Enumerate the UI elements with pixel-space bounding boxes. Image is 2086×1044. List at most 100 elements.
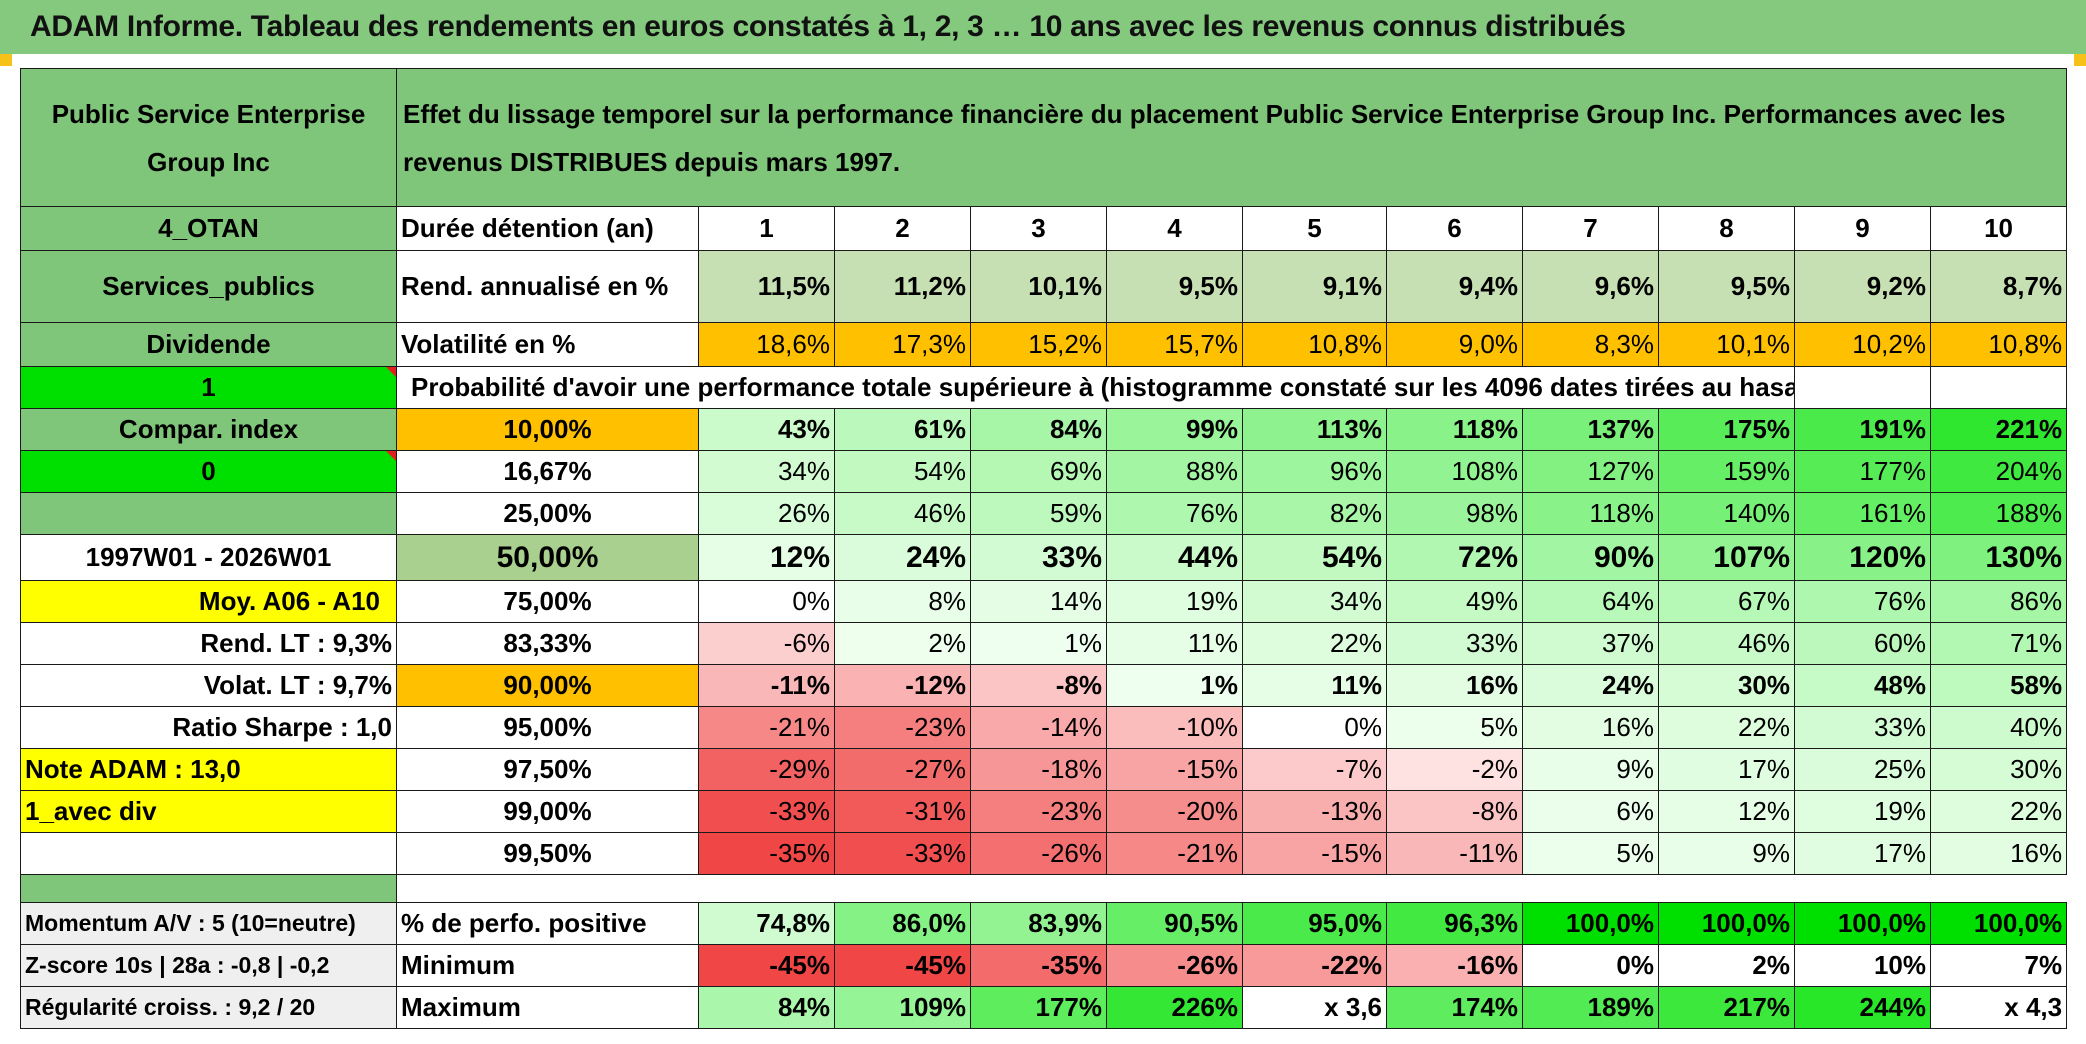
duration-header: 4 [1106, 206, 1243, 251]
quantile-value: 12% [1658, 790, 1795, 833]
quantile-value: -33% [834, 832, 971, 875]
table-subtitle: Effet du lissage temporel sur la perform… [395, 68, 2068, 207]
vol-value: 9,0% [1386, 322, 1523, 367]
left-sharpe: Ratio Sharpe : 1,0 [20, 706, 397, 749]
duration-header: 3 [970, 206, 1107, 251]
vol-value: 8,3% [1522, 322, 1659, 367]
quantile-value: 177% [1794, 450, 1931, 493]
left-avec-div: 1_avec div [20, 790, 397, 833]
max-value: 84% [698, 986, 835, 1029]
vol-value: 10,8% [1929, 322, 2068, 367]
proba-label: Probabilité d'avoir une performance tota… [396, 366, 1795, 409]
quantile-value: -26% [970, 832, 1107, 875]
left-zscore: Z-score 10s | 28a : -0,8 | -0,2 [20, 944, 397, 987]
rend-value: 9,5% [1658, 250, 1795, 323]
max-value: 174% [1386, 986, 1523, 1029]
quantile-value: 16% [1522, 706, 1659, 749]
spacer [396, 874, 2067, 903]
max-value: 226% [1106, 986, 1243, 1029]
quantile-value: 54% [834, 450, 971, 493]
quantile-value: 82% [1242, 492, 1387, 535]
quantile-value: -21% [698, 706, 835, 749]
rend-value: 9,4% [1386, 250, 1523, 323]
quantile-value: 17% [1794, 832, 1931, 875]
rend-value: 11,5% [698, 250, 835, 323]
quantile-value: 9% [1522, 748, 1659, 791]
quantile-value: 34% [698, 450, 835, 493]
quantile-value: 34% [1242, 580, 1387, 623]
quantile-value: 8% [834, 580, 971, 623]
quantile-value: -7% [1242, 748, 1387, 791]
quantile-value: -11% [1386, 832, 1523, 875]
quantile-value: 90% [1522, 534, 1659, 581]
min-value: 10% [1794, 944, 1931, 987]
min-value: -16% [1386, 944, 1523, 987]
max-value: 109% [834, 986, 971, 1029]
quantile-value: 88% [1106, 450, 1243, 493]
quantile-value: -14% [970, 706, 1107, 749]
code-label: 4_OTAN [20, 206, 397, 251]
pos-value: 100,0% [1522, 902, 1659, 945]
quantile-value: -8% [1386, 790, 1523, 833]
quantile-value: 33% [1386, 622, 1523, 665]
pos-value: 100,0% [1658, 902, 1795, 945]
quantile-threshold: 83,33% [396, 622, 699, 665]
pos-value: 100,0% [1929, 902, 2068, 945]
max-value: x 3,6 [1242, 986, 1387, 1029]
selector-one[interactable]: 1 [20, 366, 397, 409]
quantile-value: -15% [1242, 832, 1387, 875]
quantile-value: 113% [1242, 408, 1387, 451]
corner-marker-right [2074, 54, 2086, 66]
quantile-value: 137% [1522, 408, 1659, 451]
max-value: x 4,3 [1929, 986, 2068, 1029]
quantile-value: -20% [1106, 790, 1243, 833]
vol-value: 18,6% [698, 322, 835, 367]
quantile-value: 54% [1242, 534, 1387, 581]
vol-value: 17,3% [834, 322, 971, 367]
company-name: Public Service Enterprise Group Inc [20, 68, 397, 207]
duration-label: Durée détention (an) [396, 206, 699, 251]
quantile-value: 22% [1929, 790, 2068, 833]
quantile-value: -11% [698, 664, 835, 707]
quantile-threshold: 75,00% [396, 580, 699, 623]
min-value: -22% [1242, 944, 1387, 987]
quantile-value: 24% [834, 534, 971, 581]
quantile-value: 9% [1658, 832, 1795, 875]
quantile-value: 204% [1929, 450, 2068, 493]
rend-value: 9,1% [1242, 250, 1387, 323]
quantile-value: -35% [698, 832, 835, 875]
max-value: 189% [1522, 986, 1659, 1029]
duration-header: 2 [834, 206, 971, 251]
vol-value: 15,2% [970, 322, 1107, 367]
left-note: Note ADAM : 13,0 [20, 748, 397, 791]
quantile-value: 161% [1794, 492, 1931, 535]
vol-label: Volatilité en % [396, 322, 699, 367]
quantile-value: -13% [1242, 790, 1387, 833]
quantile-value: 11% [1106, 622, 1243, 665]
quantile-value: 72% [1386, 534, 1523, 581]
quantile-value: 69% [970, 450, 1107, 493]
left-volat-lt: Volat. LT : 9,7% [20, 664, 397, 707]
min-value: -35% [970, 944, 1107, 987]
quantile-value: 48% [1794, 664, 1931, 707]
rend-value: 8,7% [1929, 250, 2068, 323]
pos-value: 100,0% [1794, 902, 1931, 945]
quantile-value: 6% [1522, 790, 1659, 833]
quantile-value: 120% [1794, 534, 1931, 581]
left-momentum: Momentum A/V : 5 (10=neutre) [20, 902, 397, 945]
quantile-value: 175% [1658, 408, 1795, 451]
quantile-value: -27% [834, 748, 971, 791]
quantile-value: 5% [1522, 832, 1659, 875]
quantile-value: 84% [970, 408, 1107, 451]
quantile-value: 5% [1386, 706, 1523, 749]
quantile-value: 127% [1522, 450, 1659, 493]
dividend-label: Dividende [20, 322, 397, 367]
left-rend-lt: Rend. LT : 9,3% [20, 622, 397, 665]
quantile-threshold: 97,50% [396, 748, 699, 791]
quantile-threshold: 16,67% [396, 450, 699, 493]
min-value: -26% [1106, 944, 1243, 987]
quantile-value: -18% [970, 748, 1107, 791]
quantile-value: 221% [1929, 408, 2068, 451]
corner-marker-left [0, 54, 12, 66]
quantile-value: -33% [698, 790, 835, 833]
